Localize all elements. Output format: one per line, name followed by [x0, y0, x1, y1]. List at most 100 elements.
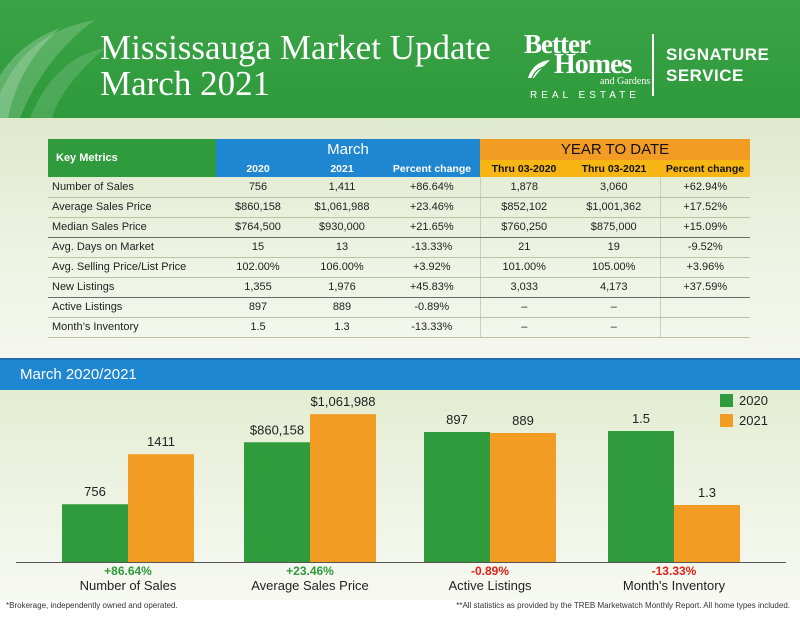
table-cell: 1,411: [300, 177, 384, 198]
table-cell: [659, 317, 750, 338]
table-cell: 105.00%: [568, 257, 660, 278]
section-bar: March 2020/2021: [0, 358, 800, 390]
table-cell: 1,878: [479, 177, 568, 198]
table-cell: $860,158: [216, 197, 300, 218]
bar-value-label: 897: [446, 412, 468, 427]
table-cell: –: [568, 317, 660, 338]
table-cell: -13.33%: [384, 317, 480, 338]
bar-value-label: 889: [512, 413, 534, 428]
logo-divider: [652, 34, 654, 96]
row-label: Average Sales Price: [48, 197, 216, 218]
row-label: Month’s Inventory: [48, 317, 216, 338]
table-cell: 889: [300, 297, 384, 318]
table-cell: –: [479, 297, 568, 318]
table-cell: $875,000: [568, 217, 660, 238]
table-cell: 1,355: [216, 277, 300, 298]
table-cell: 756: [216, 177, 300, 198]
bar-2021: [310, 414, 376, 562]
percent-change-label: +86.64%: [104, 564, 152, 578]
table-cell: $1,061,988: [300, 197, 384, 218]
logo-better-text: Better: [524, 29, 591, 59]
legend-label: 2021: [739, 413, 768, 428]
col-header-thru-2021: Thru 03-2021: [568, 160, 660, 177]
bar-2020: [608, 431, 674, 562]
table-row: Month’s Inventory 1.5 1.3 -13.33% – –: [48, 317, 750, 338]
table-cell: $1,001,362: [568, 197, 660, 218]
table-cell: +21.65%: [384, 217, 480, 238]
bar-value-label: 1411: [147, 434, 175, 449]
header-banner: Mississauga Market Update March 2021 Bet…: [0, 0, 800, 118]
march-header: March: [216, 139, 480, 160]
table-row: Median Sales Price $764,500 $930,000 +21.65…: [48, 217, 750, 238]
row-label: New Listings: [48, 277, 216, 298]
col-header-2021: 2021: [300, 160, 384, 177]
table-cell: 101.00%: [479, 257, 568, 278]
bar-2020: [244, 442, 310, 562]
table-cell: 1,976: [300, 277, 384, 298]
leaf-decoration-icon: [0, 20, 105, 118]
footer-disclaimer-left: *Brokerage, independently owned and oper…: [6, 601, 178, 610]
percent-change-label: -13.33%: [652, 564, 697, 578]
bar-2020: [424, 432, 490, 562]
row-label: Median Sales Price: [48, 217, 216, 238]
table-cell: 1.3: [300, 317, 384, 338]
table-cell: $764,500: [216, 217, 300, 238]
table-row: Avg. Days on Market 15 13 -13.33% 21 19 -9.52%: [48, 237, 750, 258]
logo-gardens-text: and Gardens: [600, 76, 651, 87]
col-header-march-change: Percent change: [384, 160, 480, 177]
category-label: Number of Sales: [80, 578, 177, 593]
bar-value-label: 1.5: [632, 411, 650, 426]
section-title: March 2020/2021: [20, 366, 137, 383]
signature-service: SIGNATURE SERVICE: [666, 44, 769, 86]
bar-2021: [490, 433, 556, 562]
bar-value-label: $1,061,988: [310, 394, 375, 409]
percent-change-label: -0.89%: [471, 564, 509, 578]
table-cell: +62.94%: [659, 177, 750, 198]
col-header-ytd-change: Percent change: [660, 160, 750, 177]
legend-label: 2020: [739, 393, 768, 408]
table-cell: -13.33%: [384, 237, 480, 258]
row-label: Number of Sales: [48, 177, 216, 198]
signature-line-2: SERVICE: [666, 66, 744, 85]
table-cell: 13: [300, 237, 384, 258]
bar-2021: [674, 505, 740, 562]
table-cell: –: [568, 297, 660, 318]
table-cell: 3,060: [568, 177, 660, 198]
category-label: Month's Inventory: [623, 578, 726, 593]
row-label: Avg. Selling Price/List Price: [48, 257, 216, 278]
table-cell: 1.5: [216, 317, 300, 338]
logo-homes-text: Homes: [554, 49, 632, 80]
table-cell: +17.52%: [659, 197, 750, 218]
table-cell: +45.83%: [384, 277, 480, 298]
table-row: New Listings 1,355 1,976 +45.83% 3,033 4,173 +…: [48, 277, 750, 298]
bhg-logo: Better Homes and Gardens REAL ESTATE: [516, 28, 656, 102]
table-cell: 897: [216, 297, 300, 318]
title-line-1: Mississauga Market Update: [100, 28, 491, 67]
bar-value-label: $860,158: [250, 422, 304, 437]
legend-swatch-2020: [720, 394, 733, 407]
ytd-header: YEAR TO DATE: [480, 139, 750, 160]
comparison-bar-chart: 756 1411 +86.64%Number of Sales $860,158 $1,…: [16, 393, 786, 593]
table-cell: -0.89%: [384, 297, 480, 318]
table-cell: 15: [216, 237, 300, 258]
table-cell: 19: [568, 237, 660, 258]
title-line-2: March 2021: [100, 64, 271, 103]
legend-swatch-2021: [720, 414, 733, 427]
signature-line-1: SIGNATURE: [666, 45, 770, 64]
table-cell: $930,000: [300, 217, 384, 238]
table-cell: 106.00%: [300, 257, 384, 278]
category-label: Active Listings: [448, 578, 532, 593]
percent-change-label: +23.46%: [286, 564, 334, 578]
table-cell: –: [479, 317, 568, 338]
bar-value-label: 756: [84, 484, 106, 499]
table-cell: 4,173: [568, 277, 660, 298]
table-body: Number of Sales 756 1,411 +86.64% 1,878 3,060…: [48, 177, 750, 338]
table-cell: 102.00%: [216, 257, 300, 278]
footer-disclaimer-right: **All statistics as provided by the TREB…: [456, 601, 790, 610]
table-cell: 3,033: [479, 277, 568, 298]
table-cell: +86.64%: [384, 177, 480, 198]
table-cell: +37.59%: [659, 277, 750, 298]
table-cell: +3.96%: [659, 257, 750, 278]
col-header-2020: 2020: [216, 160, 300, 177]
table-cell: [659, 297, 750, 318]
